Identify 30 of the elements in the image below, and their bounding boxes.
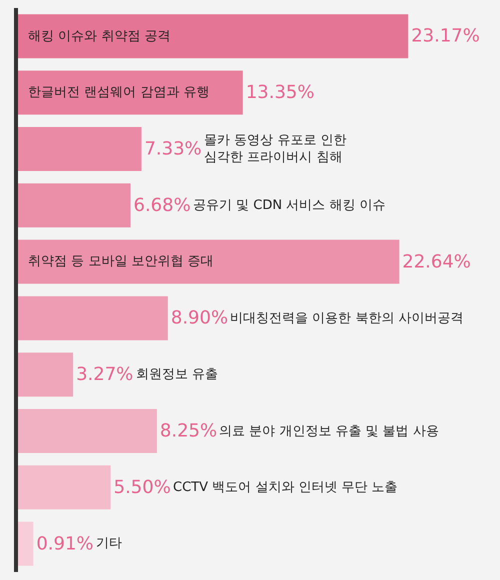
bar xyxy=(18,296,168,340)
y-tick-label: 한글버전 랜섬웨어 감염과 유행 xyxy=(28,85,210,100)
y-tick-label: CCTV 백도어 설치와 인터넷 무단 노출 xyxy=(173,480,398,495)
bar xyxy=(18,14,408,58)
y-tick-label: 기타 xyxy=(96,536,122,551)
y-tick-label: 공유기 및 CDN 서비스 해킹 이슈 xyxy=(193,198,386,213)
data-label: 6.68% xyxy=(134,194,191,216)
data-label: 13.35% xyxy=(246,82,314,104)
y-tick-label: 몰카 동영상 유포로 인한 심각한 프라이버시 침해 xyxy=(204,133,346,165)
y-tick-label: 비대칭전력을 이용한 북한의 사이버공격 xyxy=(230,311,464,326)
y-tick-label: 의료 분야 개인정보 유출 및 불법 사용 xyxy=(219,424,439,439)
data-label: 8.25% xyxy=(160,420,218,442)
data-label: 0.91% xyxy=(36,533,94,554)
y-tick-label: 취약점 등 모바일 보안위협 증대 xyxy=(28,254,214,269)
bar xyxy=(18,183,130,228)
bar xyxy=(18,409,157,453)
y-tick-label: 해킹 이슈와 취약점 공격 xyxy=(28,29,170,44)
bar xyxy=(18,522,34,566)
bar xyxy=(18,70,243,115)
bar xyxy=(18,352,74,397)
data-label: 8.90% xyxy=(170,308,228,329)
data-label: 3.27% xyxy=(76,364,134,386)
bar xyxy=(18,465,111,510)
y-tick-label: 회원정보 유출 xyxy=(136,367,218,382)
data-label: 7.33% xyxy=(144,138,202,160)
data-label: 22.64% xyxy=(402,251,471,272)
data-label: 5.50% xyxy=(114,476,171,498)
bar xyxy=(18,127,142,171)
data-label: 23.17% xyxy=(411,26,480,47)
bar xyxy=(18,240,400,284)
